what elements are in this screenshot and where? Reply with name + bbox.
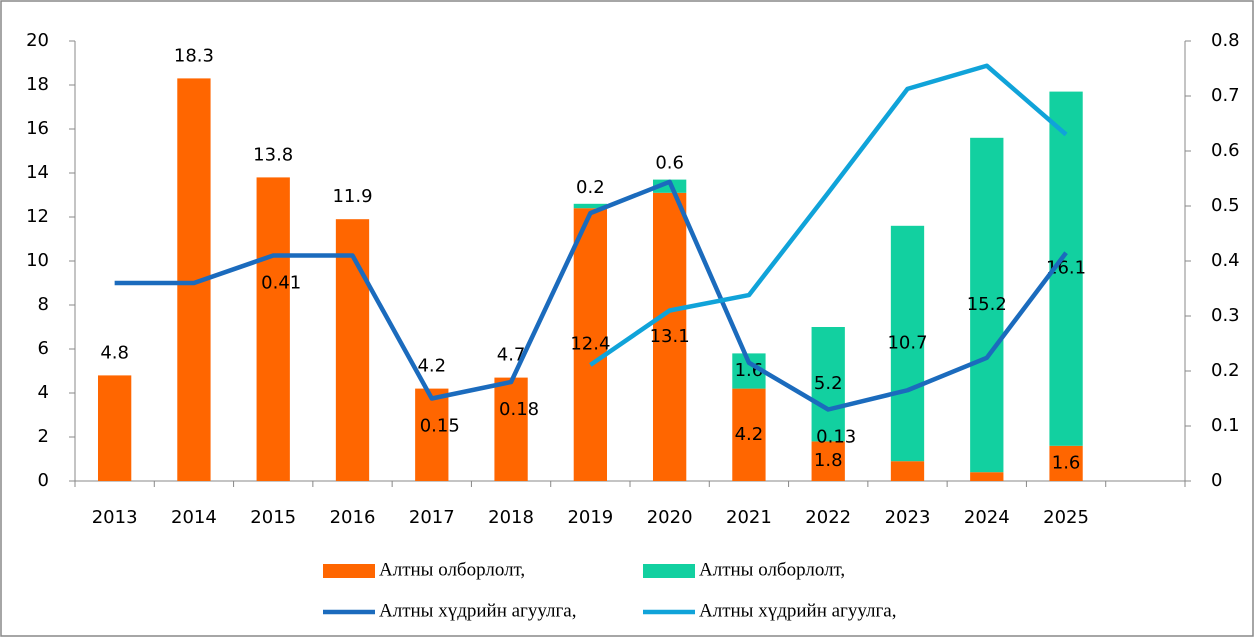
- y2-tick-label: 0.6: [1211, 140, 1240, 161]
- y2-tick-label: 0.4: [1211, 250, 1240, 271]
- bar: [256, 177, 290, 481]
- data-label: 10.7: [887, 333, 927, 354]
- x-tick-label: 2021: [726, 507, 772, 528]
- x-tick-label: 2014: [171, 507, 217, 528]
- bar: [811, 327, 845, 442]
- legend-label: Алтны хүдрийн агуулга,: [379, 600, 576, 621]
- line: [589, 63, 1068, 367]
- line: [114, 179, 1068, 412]
- bar: [890, 225, 925, 462]
- legend-label: Алтны олборлолт,: [379, 559, 525, 580]
- data-label: 12.4: [570, 334, 610, 355]
- y-tick-label: 10: [26, 250, 49, 271]
- y-tick-label: 6: [38, 338, 49, 359]
- y-tick-label: 0: [38, 470, 49, 491]
- data-label: 0.18: [499, 399, 539, 420]
- y-tick-label: 20: [26, 30, 49, 51]
- data-label: 4.7: [497, 345, 526, 366]
- bar: [97, 375, 132, 481]
- data-label: 0.6: [655, 153, 684, 174]
- data-label: 0.41: [261, 273, 301, 294]
- y2-tick-label: 0.7: [1211, 85, 1240, 106]
- x-tick-label: 2015: [250, 507, 296, 528]
- x-tick-label: 2018: [488, 507, 534, 528]
- legend-swatch: [643, 564, 695, 578]
- y2-tick-label: 0: [1211, 470, 1222, 491]
- bar: [573, 208, 608, 481]
- legend-label: Алтны олборлолт,: [699, 559, 845, 580]
- x-tick-label: 2016: [330, 507, 376, 528]
- x-tick-label: 2025: [1043, 507, 1089, 528]
- bar: [811, 441, 845, 481]
- y2-tick-label: 0.2: [1211, 360, 1240, 381]
- y-tick-label: 2: [38, 426, 49, 447]
- x-tick-label: 2013: [92, 507, 138, 528]
- data-label: 11.9: [332, 186, 372, 207]
- bar: [335, 219, 370, 481]
- data-label: 4.2: [417, 356, 446, 377]
- bar: [652, 192, 687, 482]
- y-tick-label: 12: [26, 206, 49, 227]
- data-label: 4.2: [735, 424, 764, 445]
- data-label: 5.2: [814, 373, 843, 394]
- data-label: 0.15: [420, 416, 460, 437]
- bar: [732, 388, 766, 481]
- bar: [573, 203, 608, 209]
- bar: [970, 472, 1004, 481]
- y2-tick-label: 0.3: [1211, 305, 1240, 326]
- y-tick-label: 16: [26, 118, 49, 139]
- bar: [415, 388, 449, 481]
- legend-swatch: [323, 564, 375, 578]
- y2-tick-label: 0.5: [1211, 195, 1240, 216]
- y-tick-label: 4: [38, 382, 49, 403]
- x-tick-label: 2017: [409, 507, 455, 528]
- data-label: 0.13: [816, 427, 856, 448]
- x-tick-label: 2022: [805, 507, 851, 528]
- x-tick-label: 2020: [647, 507, 693, 528]
- data-label: 1.8: [814, 450, 843, 471]
- legend-label: Алтны хүдрийн агуулга,: [699, 600, 896, 621]
- x-tick-label: 2023: [885, 507, 931, 528]
- data-label: 15.2: [967, 294, 1007, 315]
- y2-tick-label: 0.1: [1211, 415, 1240, 436]
- bar: [1049, 445, 1083, 481]
- data-label: 13.8: [253, 144, 293, 165]
- bar: [890, 461, 925, 481]
- data-label: 0.2: [576, 177, 605, 198]
- bar: [494, 377, 528, 481]
- x-tick-label: 2019: [567, 507, 613, 528]
- y-tick-label: 14: [26, 162, 49, 183]
- data-label: 13.1: [650, 326, 690, 347]
- y-tick-label: 18: [26, 74, 49, 95]
- y2-tick-label: 0.8: [1211, 30, 1240, 51]
- data-label: 18.3: [174, 45, 214, 66]
- bar: [970, 137, 1004, 473]
- x-tick-label: 2024: [964, 507, 1010, 528]
- data-label: 1.6: [1052, 452, 1081, 473]
- y-tick-label: 8: [38, 294, 49, 315]
- data-label: 4.8: [100, 342, 129, 363]
